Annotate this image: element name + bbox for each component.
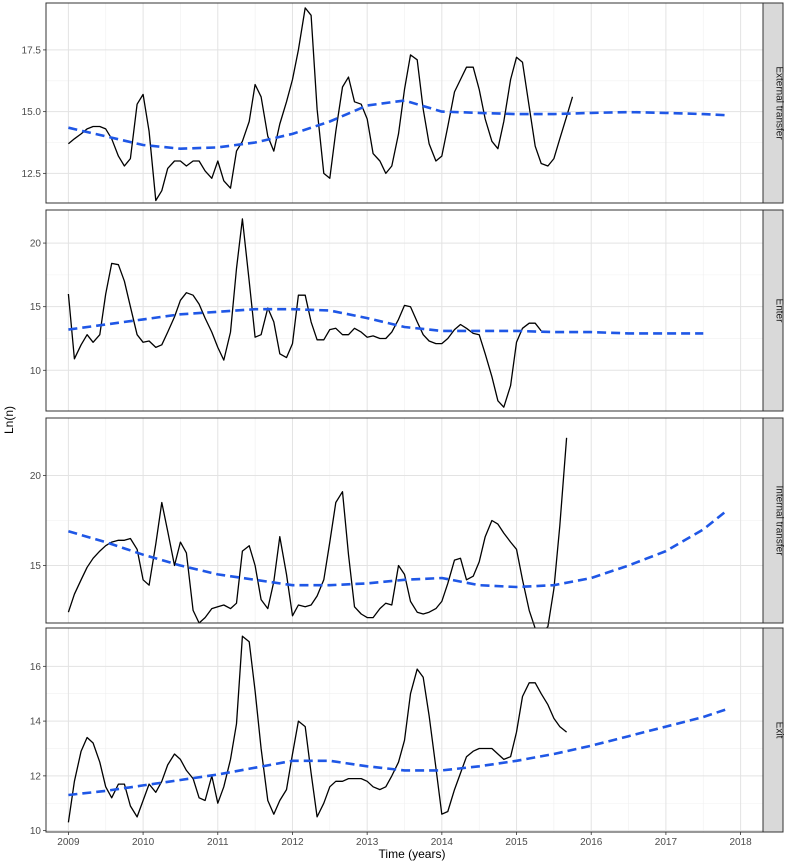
x-tick-label: 2016 [580,837,603,848]
x-tick-label: 2014 [431,837,454,848]
y-axis-title: Ln(n) [2,406,16,434]
strip-external-transfer [762,2,784,204]
strip-internal-transfer [762,417,784,624]
y-tick-label: 16 [30,662,42,673]
strip-label-enter: Enter [774,299,785,324]
y-tick-label: 15.0 [22,107,42,118]
trend-line-internal-transfer [68,508,729,589]
x-tick-label: 2015 [505,837,528,848]
panel-external-transfer: 12.5 15.0 17.5 External transfer [22,2,785,204]
y-tick-label: 10 [30,826,42,837]
x-tick-label: 2017 [655,837,678,848]
panel-enter: 10 15 20 Enter [30,209,785,412]
x-tick-label: 2012 [281,837,304,848]
y-tick-label: 20 [30,471,42,482]
trend-line-external-transfer [68,99,728,150]
x-tick-label: 2010 [132,837,155,848]
y-tick-label: 12.5 [22,169,42,180]
y-tick-label: 14 [30,717,42,728]
panels-layer: 12.5 15.0 17.5 External transfer 10 15 20 Enter… [22,2,785,837]
x-tick-label: 2009 [57,837,80,848]
y-tick-label: 15 [30,561,42,572]
x-tick-label: 2018 [729,837,752,848]
y-tick-label: 17.5 [22,45,42,56]
panel-internal-transfer: 15 20 Internal transfer [30,417,785,635]
strip-label-external-transfer: External transfer [774,66,785,140]
y-tick-label: 12 [30,771,42,782]
panel-exit: 10 12 14 16 Exit [30,627,785,837]
x-axis-title: Time (years) [379,847,446,861]
observed-line-enter [67,218,542,408]
strip-exit [762,627,784,833]
y-tick-label: 15 [30,302,42,313]
y-tick-label: 10 [30,366,42,377]
strip-enter [762,209,784,412]
x-tick-label: 2011 [207,837,229,848]
x-axis: 2009 2010 2011 2012 2013 2014 2015 2016 2017 2018 [57,832,752,848]
strip-label-exit: Exit [774,722,785,739]
observed-line-external-transfer [67,7,574,202]
strip-label-internal-transfer: Internal transfer [774,485,785,556]
trend-line-enter [68,307,704,335]
y-tick-label: 20 [30,239,42,250]
trend-line-exit [68,707,729,797]
observed-line-internal-transfer [67,437,568,635]
observed-line-exit [67,635,568,823]
x-tick-label: 2013 [356,837,379,848]
